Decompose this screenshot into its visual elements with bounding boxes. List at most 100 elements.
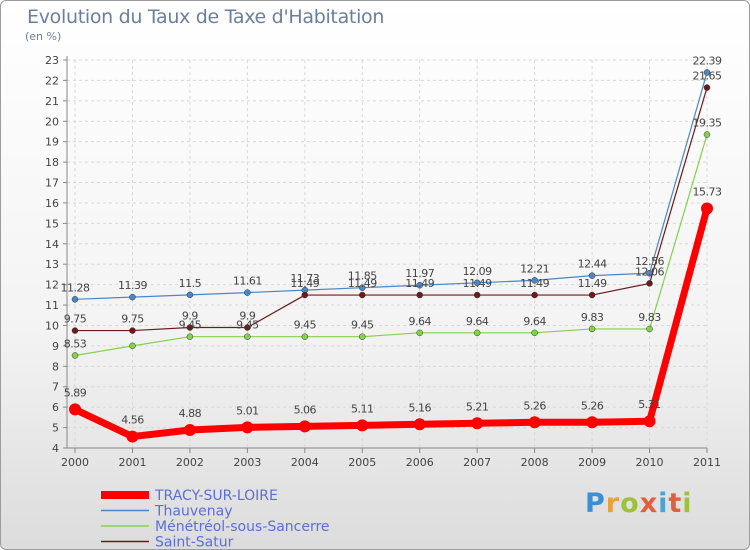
series-point-3: [129, 327, 136, 334]
data-label: 12.06: [635, 265, 664, 278]
data-label: 12.44: [578, 258, 607, 271]
data-label: 5.06: [294, 403, 317, 416]
y-tick-label: 7: [52, 381, 59, 394]
data-label: 11.49: [348, 277, 377, 290]
data-label: 9.45: [236, 319, 259, 332]
data-label: 12.21: [520, 262, 549, 275]
series-point-1: [359, 284, 366, 291]
x-tick-label: 2010: [636, 456, 664, 469]
series-point-0: [356, 419, 369, 432]
data-label: 9.75: [64, 313, 87, 326]
data-label: 5.26: [581, 399, 604, 412]
data-label: 11.5: [179, 277, 202, 290]
data-label: 11.73: [290, 272, 319, 285]
y-tick-label: 22: [45, 74, 59, 87]
data-label: 4.56: [121, 414, 144, 427]
series-point-3: [473, 291, 481, 299]
series-line-3: [75, 87, 708, 332]
series-point-2: [473, 329, 481, 337]
data-label: 5.26: [523, 399, 546, 412]
data-label: 9.64: [466, 315, 489, 328]
data-label: 11.61: [233, 275, 262, 288]
data-label: 9.64: [523, 315, 546, 328]
data-label: 9.45: [179, 319, 202, 332]
series-point-1: [703, 69, 711, 76]
y-tick-label: 13: [45, 258, 59, 271]
series-point-1: [588, 272, 596, 279]
y-tick-label: 9: [52, 340, 59, 353]
x-tick-label: 2009: [578, 456, 606, 469]
series-point-0: [183, 424, 196, 437]
series-point-3: [186, 324, 194, 331]
y-tick-label: 16: [45, 197, 59, 210]
series-point-2: [129, 342, 136, 350]
series-point-1: [186, 291, 194, 299]
series-point-2: [359, 333, 366, 340]
series-point-3: [531, 291, 538, 299]
series-point-3: [359, 291, 366, 299]
data-label: 8.53: [64, 337, 87, 350]
series-line-1: [74, 72, 708, 300]
data-label: 5.21: [466, 400, 489, 413]
x-tick-label: 2008: [521, 456, 549, 469]
series-point-2: [588, 325, 596, 333]
data-label: 19.35: [693, 117, 722, 130]
data-label: 9.75: [121, 313, 144, 326]
data-label: 11.49: [290, 277, 319, 290]
data-label: 11.49: [520, 277, 549, 290]
x-tick-label: 2001: [118, 456, 146, 469]
data-label: 11.39: [118, 279, 147, 292]
proxiti-logo: Proxiti: [585, 488, 693, 519]
data-label: 11.49: [463, 277, 492, 290]
series-point-1: [416, 281, 423, 289]
data-label: 11.28: [61, 281, 90, 294]
series-point-2: [186, 333, 194, 340]
series-point-0: [586, 416, 599, 429]
data-label: 5.11: [351, 402, 374, 415]
series-point-1: [71, 296, 79, 303]
series-line-2: [74, 134, 708, 357]
series-line-0: [73, 207, 711, 441]
series-point-3: [301, 291, 309, 299]
series-point-3: [646, 280, 653, 287]
series-point-3: [244, 324, 251, 331]
grid: [67, 59, 708, 449]
x-tick-label: 2007: [463, 456, 491, 469]
y-tick-label: 17: [45, 177, 59, 190]
data-label: 5.16: [408, 401, 431, 414]
x-tick-label: 2000: [61, 456, 89, 469]
data-label: 21.65: [693, 70, 722, 83]
y-tick-label: 11: [45, 299, 59, 312]
series-point-0: [69, 403, 81, 416]
data-label: 9.9: [239, 310, 255, 323]
series-point-1: [244, 289, 251, 296]
series-layer: [69, 69, 713, 443]
series-point-3: [416, 291, 423, 299]
legend-label: Saint-Satur: [155, 535, 234, 550]
data-label: 9.9: [182, 310, 198, 323]
y-tick-label: 23: [45, 54, 59, 67]
data-label: 9.83: [638, 311, 661, 324]
data-label: 12.56: [635, 255, 664, 268]
axes: 4 5 6 7 8 9 10 11 12 13 14 15 16 17 18 19 20 21 22 23 2000 20…: [45, 54, 721, 469]
series-point-0: [126, 430, 139, 443]
data-label: 11.49: [578, 277, 607, 290]
data-label: 9.45: [294, 319, 317, 332]
series-point-2: [71, 352, 79, 359]
y-tick-label: 19: [45, 136, 59, 149]
y-tick-label: 8: [52, 360, 59, 373]
data-label: 11.49: [405, 277, 434, 290]
legend: TRACY-SUR-LOIREThauvenayMénétréol-sous-S…: [101, 488, 330, 549]
data-label: 5.01: [236, 404, 259, 417]
y-tick-label: 5: [52, 422, 59, 435]
series-point-2: [301, 333, 309, 340]
data-label: 5.31: [638, 398, 661, 411]
series-point-1: [129, 293, 136, 301]
data-label: 9.45: [351, 319, 374, 332]
series-point-3: [703, 84, 711, 91]
x-tick-label: 2005: [348, 456, 376, 469]
data-label: 5.89: [64, 386, 87, 399]
y-tick-label: 10: [45, 319, 59, 332]
series-point-1: [473, 279, 481, 287]
data-label: 11.85: [348, 270, 377, 283]
